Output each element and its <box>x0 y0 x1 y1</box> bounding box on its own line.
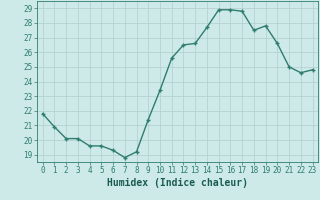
X-axis label: Humidex (Indice chaleur): Humidex (Indice chaleur) <box>107 178 248 188</box>
